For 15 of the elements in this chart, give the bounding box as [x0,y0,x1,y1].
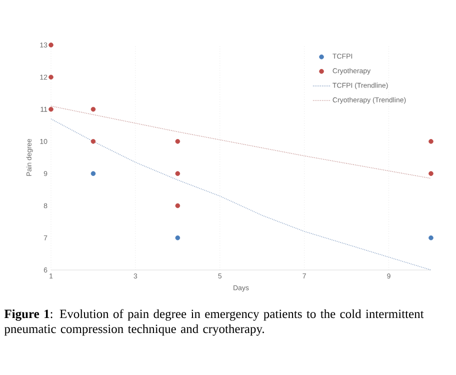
point [175,235,180,240]
point [48,106,54,112]
point [90,139,96,144]
text: Figure 1: Evolution of pain degree in emergency patients to the cold intermittent pneumatic compression technique and cryotherapy. [4,309,424,336]
point [90,171,96,176]
point [428,171,434,176]
point [175,139,180,144]
point [175,203,180,208]
point [428,139,434,144]
line-series [50,118,432,270]
point [90,106,96,112]
point [48,74,54,80]
point [48,42,54,48]
point [175,171,180,176]
point [428,235,434,240]
